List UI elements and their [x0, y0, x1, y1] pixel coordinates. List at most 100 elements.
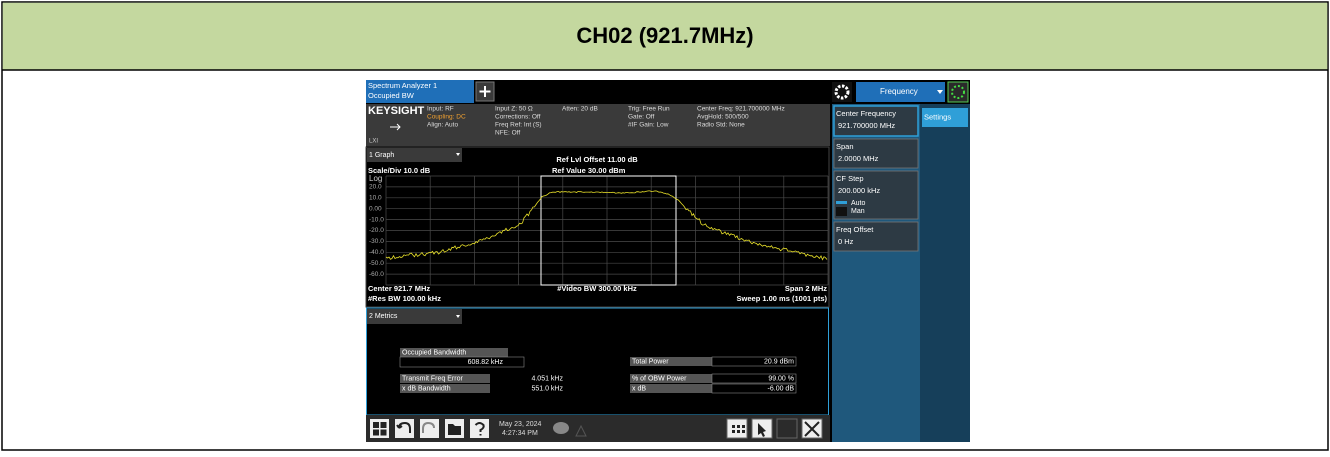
metric-label-box — [630, 374, 712, 383]
metric-value: 608.82 kHz — [468, 359, 504, 366]
header-title: CH02 (921.7MHz) — [576, 23, 753, 48]
status-text: Coupling: DC — [427, 114, 466, 121]
tab-subtitle: Occupied BW — [368, 91, 415, 100]
settings-button[interactable] — [922, 108, 968, 127]
signal-icon — [390, 123, 401, 131]
taskbar-button[interactable] — [395, 419, 414, 438]
status-text: Corrections: Off — [495, 114, 541, 121]
metric-label-box — [400, 374, 490, 383]
mode-label: Auto — [851, 200, 866, 207]
metric-label-box — [630, 384, 712, 393]
metric-value: 20.9 dBm — [764, 358, 794, 365]
status-text: Align: Auto — [427, 122, 458, 129]
taskbar-button[interactable] — [726, 418, 748, 439]
softkey-label: Freq Offset — [836, 225, 874, 234]
chat-icon[interactable] — [553, 422, 569, 434]
metric-label-box — [400, 348, 508, 357]
softkey-value: 921.700000 MHz — [838, 121, 895, 130]
metric-label: % of OBW Power — [632, 375, 687, 382]
metric-value-box — [711, 356, 797, 367]
y-axis-label: -60.0 — [369, 271, 384, 278]
softkey-label: Span — [836, 142, 854, 151]
metric-value-box — [711, 373, 797, 384]
y-axis-label: 20.0 — [369, 184, 382, 191]
y-axis-label: 10.0 — [369, 195, 382, 202]
mode-label: Man — [851, 208, 865, 215]
metric-value: 551.0 kHz — [531, 385, 563, 392]
y-axis-label: 0.00 — [369, 205, 382, 212]
help-icon — [474, 422, 485, 436]
y-axis-label: -40.0 — [369, 249, 384, 256]
obw-box — [540, 175, 677, 286]
metric-label: Occupied Bandwidth — [402, 349, 466, 356]
status-text: Input Z: 50 Ω — [495, 106, 533, 113]
trace — [385, 190, 828, 261]
res-bw-label: #Res BW 100.00 kHz — [368, 294, 441, 303]
ref-offset: Ref Lvl Offset 11.00 dB — [556, 155, 638, 164]
y-axis-label: -30.0 — [369, 238, 384, 245]
softkey-value: 2.0000 MHz — [838, 154, 879, 163]
status-text: Trig: Free Run — [628, 106, 670, 113]
metric-label-box — [400, 384, 490, 393]
windows-icon — [373, 422, 387, 436]
undo-icon — [396, 421, 411, 433]
softkey[interactable] — [833, 221, 919, 252]
status-text: NFE: Off — [495, 130, 520, 137]
metric-value: 4.051 kHz — [531, 375, 563, 382]
softkey-label: CF Step — [836, 174, 864, 183]
mode-indicator — [836, 201, 847, 204]
settings-label: Settings — [924, 112, 951, 121]
softkey[interactable] — [833, 170, 919, 220]
menu-column — [920, 104, 970, 442]
taskbar-time: 4:27:34 PM — [502, 430, 538, 437]
status-text: Radio Std: None — [697, 122, 745, 129]
softkey-label: Center Frequency — [836, 109, 896, 118]
menu-title: Frequency — [880, 87, 918, 96]
metric-label-box — [630, 357, 712, 366]
status-text: AvgHold: 500/500 — [697, 114, 749, 121]
softkey-value: 200.000 kHz — [838, 186, 880, 195]
y-axis-label: -10.0 — [369, 216, 384, 223]
expand-icon — [804, 421, 820, 437]
plus-icon — [479, 86, 491, 97]
scale-type: Log — [369, 174, 382, 183]
scale: Scale/Div 10.0 dB — [368, 166, 431, 175]
metrics-selector-label: 2 Metrics — [369, 313, 398, 320]
mode-indicator — [836, 207, 847, 216]
touch-icon — [758, 423, 766, 437]
gear-icon — [834, 84, 850, 100]
span-label: Span 2 MHz — [785, 284, 827, 293]
taskbar-button[interactable] — [470, 419, 489, 438]
y-axis-label: -20.0 — [369, 227, 384, 234]
tab-title: Spectrum Analyzer 1 — [368, 81, 437, 90]
status-text: Atten: 20 dB — [562, 106, 598, 113]
status-text: Input: RF — [427, 106, 454, 113]
dropdown-arrow — [456, 315, 460, 318]
video-bw-label: #Video BW 300.00 kHz — [557, 284, 637, 293]
taskbar-date: May 23, 2024 — [499, 421, 542, 428]
status-text: #IF Gain: Low — [628, 122, 669, 129]
graph-selector[interactable] — [367, 148, 462, 162]
metrics-selector[interactable] — [367, 309, 462, 324]
menu-tab[interactable] — [856, 82, 945, 102]
folder-icon — [448, 424, 461, 435]
graph-window — [365, 146, 830, 308]
y-axis-label: -50.0 — [369, 260, 384, 267]
softkey[interactable] — [833, 138, 919, 169]
tab[interactable] — [366, 80, 474, 103]
redo-icon — [422, 421, 435, 433]
metric-label: x dB Bandwidth — [402, 385, 451, 392]
status-text: Center Freq: 921.700000 MHz — [697, 106, 785, 113]
softkey[interactable] — [833, 105, 919, 137]
status-icon[interactable] — [947, 81, 969, 103]
ref-value: Ref Value 30.00 dBm — [552, 166, 626, 175]
status-text: Gate: Off — [628, 114, 654, 121]
logo-sub: LXI — [369, 139, 378, 145]
dropdown-arrow — [937, 90, 943, 94]
softkey-value: 0 Hz — [838, 237, 854, 246]
metric-value: 99.00 % — [768, 375, 794, 382]
metric-label: Total Power — [632, 358, 669, 365]
taskbar-button[interactable] — [776, 418, 798, 439]
